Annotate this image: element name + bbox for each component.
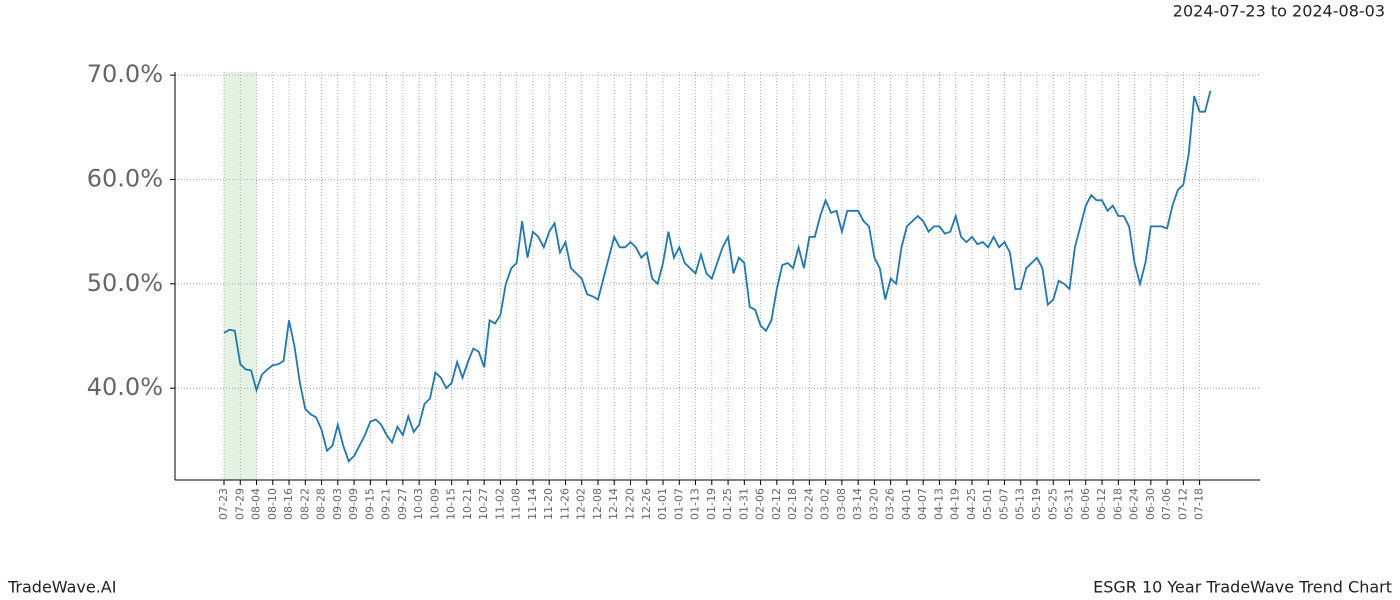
x-tick-label: 11-02: [493, 488, 506, 520]
x-tick-label: 05-07: [997, 488, 1010, 520]
x-tick-label: 08-16: [282, 488, 295, 520]
footer-left: TradeWave.AI: [7, 578, 116, 597]
x-tick-label: 10-09: [428, 488, 441, 520]
footer-right: ESGR 10 Year TradeWave Trend Chart: [1093, 578, 1392, 597]
x-tick-label: 01-13: [689, 488, 702, 520]
x-tick-label: 05-01: [981, 488, 994, 520]
x-tick-label: 08-22: [298, 488, 311, 520]
x-tick-label: 11-14: [526, 488, 539, 520]
x-tick-label: 12-08: [591, 488, 604, 520]
x-tick-label: 11-20: [542, 488, 555, 520]
x-tick-label: 03-20: [867, 488, 880, 520]
x-tick-label: 07-29: [233, 488, 246, 520]
trend-line: [223, 90, 1212, 463]
x-tick-label: 12-20: [624, 488, 637, 520]
x-tick-label: 07-23: [217, 488, 230, 520]
x-tick-label: 04-25: [965, 488, 978, 520]
x-tick-label: 12-14: [607, 488, 620, 520]
x-tick-label: 04-01: [900, 488, 913, 520]
x-tick-label: 06-06: [1079, 488, 1092, 520]
x-tick-label: 02-12: [770, 488, 783, 520]
x-tick-label: 06-12: [1095, 488, 1108, 520]
x-tick-label: 08-28: [315, 488, 328, 520]
x-tick-label: 06-18: [1111, 488, 1124, 520]
x-tick-label: 07-06: [1160, 488, 1173, 520]
x-tick-label: 10-21: [461, 488, 474, 520]
x-tick-label: 04-19: [949, 488, 962, 520]
x-tick-label: 12-26: [640, 488, 653, 520]
x-tick-label: 01-07: [672, 488, 685, 520]
x-tick-label: 05-25: [1046, 488, 1059, 520]
x-tick-label: 05-13: [1014, 488, 1027, 520]
x-tick-label: 02-24: [802, 488, 815, 520]
x-tick-label: 04-13: [932, 488, 945, 520]
x-tick-label: 09-03: [331, 488, 344, 520]
x-tick-label: 09-21: [380, 488, 393, 520]
x-tick-label: 06-30: [1144, 488, 1157, 520]
x-tick-label: 08-04: [250, 488, 263, 520]
y-tick-label: 40.0%: [87, 373, 163, 401]
x-tick-label: 10-15: [445, 488, 458, 520]
y-tick-label: 50.0%: [87, 269, 163, 297]
x-tick-label: 08-10: [266, 488, 279, 520]
x-tick-label: 10-03: [412, 488, 425, 520]
chart-title: 2024-07-23 to 2024-08-03: [1173, 2, 1385, 21]
x-tick-label: 05-19: [1030, 488, 1043, 520]
x-tick-label: 01-25: [721, 488, 734, 520]
x-tick-label: 06-24: [1128, 488, 1141, 520]
x-tick-label: 03-08: [835, 488, 848, 520]
x-tick-label: 09-09: [347, 488, 360, 520]
x-tick-label: 07-18: [1193, 488, 1206, 520]
x-tick-label: 01-19: [705, 488, 718, 520]
x-tick-label: 04-07: [916, 488, 929, 520]
x-tick-label: 10-27: [477, 488, 490, 520]
x-tick-label: 01-31: [737, 488, 750, 520]
x-tick-label: 03-02: [819, 488, 832, 520]
y-tick-label: 70.0%: [87, 60, 163, 88]
y-tick-label: 60.0%: [87, 164, 163, 192]
x-tick-label: 07-12: [1176, 488, 1189, 520]
x-tick-label: 09-27: [396, 488, 409, 520]
x-tick-label: 01-01: [656, 488, 669, 520]
x-tick-label: 02-06: [754, 488, 767, 520]
x-tick-label: 11-08: [510, 488, 523, 520]
x-tick-label: 03-26: [884, 488, 897, 520]
x-tick-label: 05-31: [1063, 488, 1076, 520]
x-tick-label: 12-02: [575, 488, 588, 520]
x-tick-label: 03-14: [851, 488, 864, 520]
x-tick-label: 09-15: [363, 488, 376, 520]
x-tick-label: 11-26: [558, 488, 571, 520]
x-tick-label: 02-18: [786, 488, 799, 520]
